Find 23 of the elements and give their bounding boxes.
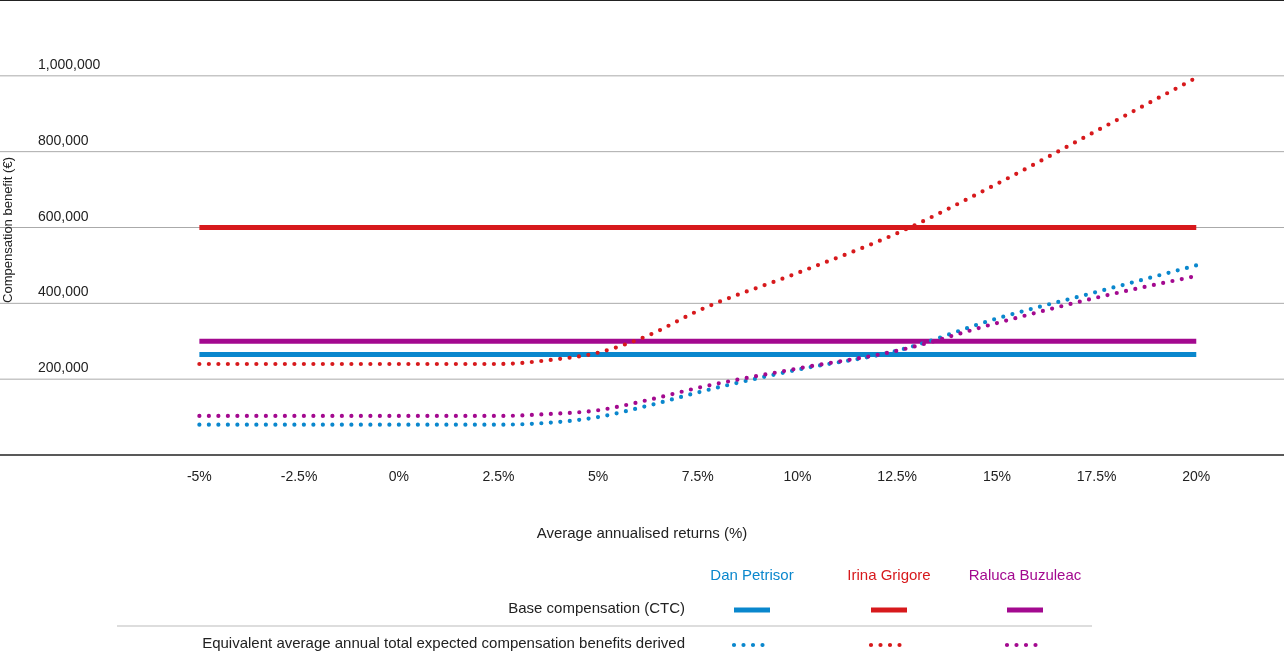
x-tick-label: 7.5% [681,468,714,484]
x-axis-title: Average annualised returns (%) [536,524,748,541]
y-tick-label: 800,000 [38,131,89,148]
x-tick-label: 5% [588,468,609,484]
text: Raluca Buzuleac [968,566,1082,583]
x-tick-label: 20% [1182,468,1211,484]
x-tick-label: 17.5% [1076,468,1117,484]
y-tick-label: 200,000 [38,359,89,376]
x-tick-label: 15% [982,468,1011,484]
x-tick-label: 2.5% [482,468,515,484]
x-tick-label: -5% [186,468,212,484]
x-tick-label: 10% [783,468,812,484]
y-axis-title: Compensation benefit (€) [0,157,15,303]
text: Base compensation (CTC) [508,599,685,616]
x-tick-label: 0% [388,468,409,484]
y-tick-label: 400,000 [38,283,89,300]
text: Equivalent average annual total expected compensation benefits derived [202,634,685,651]
x-tick-label: -2.5% [280,468,318,484]
text: Irina Grigore [847,566,931,583]
y-tick-label: 1,000,000 [38,55,101,72]
y-tick-label: 600,000 [38,207,89,224]
x-tick-label: 12.5% [877,468,918,484]
text: Dan Petrisor [710,566,794,583]
